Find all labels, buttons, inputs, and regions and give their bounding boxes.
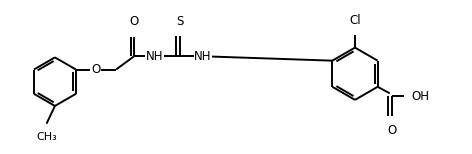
Text: NH: NH [145,50,163,63]
Text: NH: NH [194,50,211,63]
Text: Cl: Cl [349,14,361,27]
Text: O: O [387,124,396,137]
Text: OH: OH [412,90,430,103]
Text: CH₃: CH₃ [36,132,57,142]
Text: O: O [129,15,138,28]
Text: O: O [91,63,100,76]
Text: S: S [176,14,183,28]
